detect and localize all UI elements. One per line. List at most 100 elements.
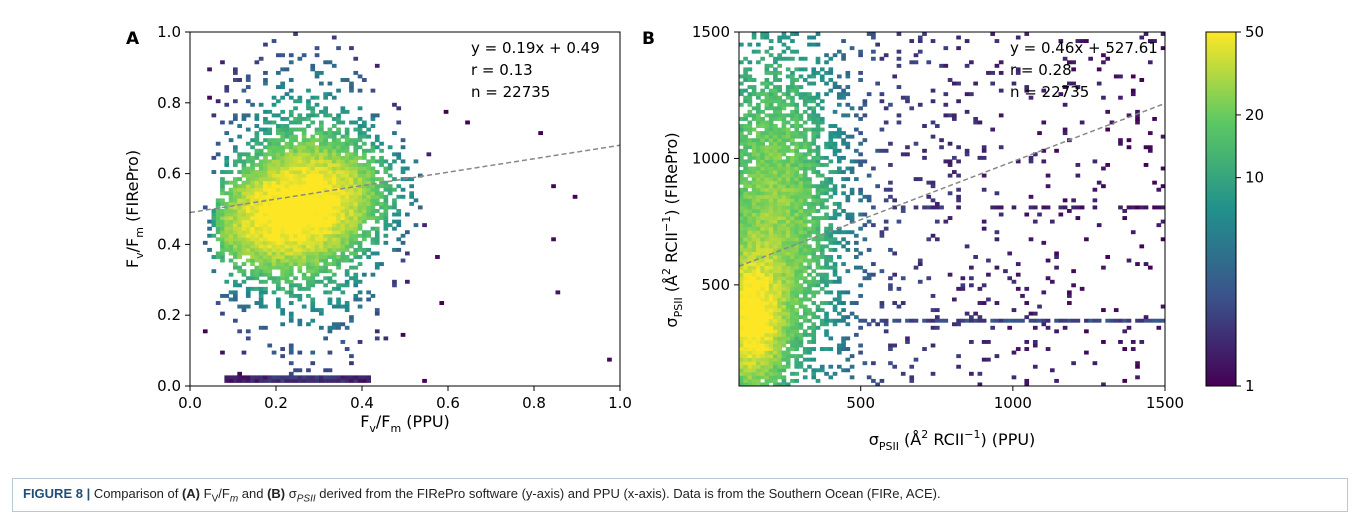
histogram-cell <box>828 159 834 164</box>
histogram-cell <box>280 209 285 213</box>
histogram-cell <box>267 184 273 189</box>
histogram-cell <box>237 152 242 157</box>
histogram-cell <box>301 230 307 235</box>
histogram-cell <box>743 141 748 146</box>
histogram-cell <box>607 357 612 362</box>
histogram-cell <box>773 70 778 75</box>
histogram-cell <box>841 347 846 351</box>
histogram-cell <box>794 180 800 185</box>
histogram-cell <box>747 293 753 298</box>
histogram-cell <box>392 201 397 206</box>
histogram-cell <box>969 92 974 97</box>
histogram-cell <box>845 315 851 320</box>
histogram-cell <box>794 244 800 249</box>
histogram-cell <box>751 322 757 327</box>
histogram-cell <box>1160 205 1165 210</box>
histogram-cell <box>815 315 821 320</box>
histogram-cell <box>743 276 748 281</box>
histogram-cell <box>777 95 782 100</box>
histogram-cell <box>756 173 761 178</box>
histogram-cell <box>327 177 333 182</box>
histogram-cell <box>790 155 795 160</box>
histogram-cell <box>331 191 337 196</box>
histogram-cell <box>207 219 212 224</box>
histogram-cell <box>917 35 923 40</box>
histogram-cell <box>743 339 748 344</box>
histogram-cell <box>284 244 290 249</box>
histogram-cell <box>760 81 765 86</box>
histogram-cell <box>323 180 328 185</box>
histogram-cell <box>314 184 320 189</box>
histogram-cell <box>228 191 234 196</box>
histogram-cell <box>1041 120 1047 125</box>
histogram-cell <box>768 279 774 284</box>
histogram-cell <box>1037 304 1042 309</box>
histogram-cell <box>739 173 744 178</box>
histogram-cell <box>263 42 268 47</box>
histogram-cell <box>383 233 389 238</box>
histogram-cell <box>323 162 328 167</box>
histogram-cell <box>340 134 346 139</box>
histogram-cell <box>883 53 889 58</box>
histogram-cell <box>743 230 748 235</box>
histogram-cell <box>370 141 376 146</box>
histogram-cell <box>400 332 406 337</box>
histogram-cell <box>845 357 851 362</box>
histogram-cell <box>760 265 765 270</box>
histogram-cell <box>739 339 744 344</box>
histogram-cell <box>310 95 316 100</box>
histogram-cell <box>739 159 744 164</box>
histogram-cell <box>768 322 774 327</box>
histogram-cell <box>760 272 765 277</box>
histogram-cell <box>1122 209 1128 213</box>
histogram-cell <box>777 191 782 196</box>
histogram-cell <box>245 184 251 189</box>
histogram-cell <box>310 258 316 263</box>
histogram-cell <box>340 226 346 231</box>
histogram-cell <box>739 223 744 228</box>
histogram-cell <box>802 290 808 295</box>
histogram-cell <box>747 279 753 284</box>
histogram-cell <box>297 173 303 178</box>
histogram-cell <box>340 212 346 217</box>
histogram-cell <box>344 244 350 249</box>
histogram-cell <box>306 209 311 213</box>
histogram-cell <box>841 191 846 196</box>
histogram-cell <box>280 187 285 192</box>
histogram-cell <box>751 240 757 245</box>
histogram-cell <box>743 378 748 383</box>
histogram-cell <box>314 212 320 217</box>
histogram-cell <box>828 56 834 61</box>
histogram-cell <box>340 205 346 210</box>
histogram-cell <box>888 343 893 348</box>
histogram-cell <box>802 67 808 72</box>
histogram-cell <box>756 201 761 206</box>
histogram-cell <box>288 290 294 295</box>
histogram-cell <box>802 162 808 167</box>
histogram-cell <box>327 187 333 192</box>
histogram-cell <box>237 240 242 245</box>
histogram-cell <box>811 81 817 86</box>
histogram-cell <box>764 198 770 203</box>
histogram-cell <box>301 286 307 291</box>
histogram-cell <box>1075 216 1081 221</box>
histogram-cell <box>836 364 842 369</box>
histogram-cell <box>284 184 290 189</box>
histogram-cell <box>751 272 757 277</box>
histogram-cell <box>871 223 876 228</box>
histogram-cell <box>785 290 791 295</box>
histogram-cell <box>807 145 812 150</box>
histogram-cell <box>263 209 268 213</box>
histogram-cell <box>1032 311 1038 316</box>
histogram-cell <box>357 375 363 380</box>
histogram-cell <box>807 180 812 185</box>
histogram-cell <box>1152 180 1157 185</box>
histogram-cell <box>1135 116 1140 121</box>
histogram-cell <box>781 120 787 125</box>
histogram-cell <box>990 70 995 75</box>
histogram-cell <box>362 166 367 171</box>
histogram-cell <box>751 233 757 238</box>
histogram-cell <box>794 131 800 136</box>
histogram-cell <box>981 173 987 178</box>
histogram-cell <box>981 301 987 305</box>
